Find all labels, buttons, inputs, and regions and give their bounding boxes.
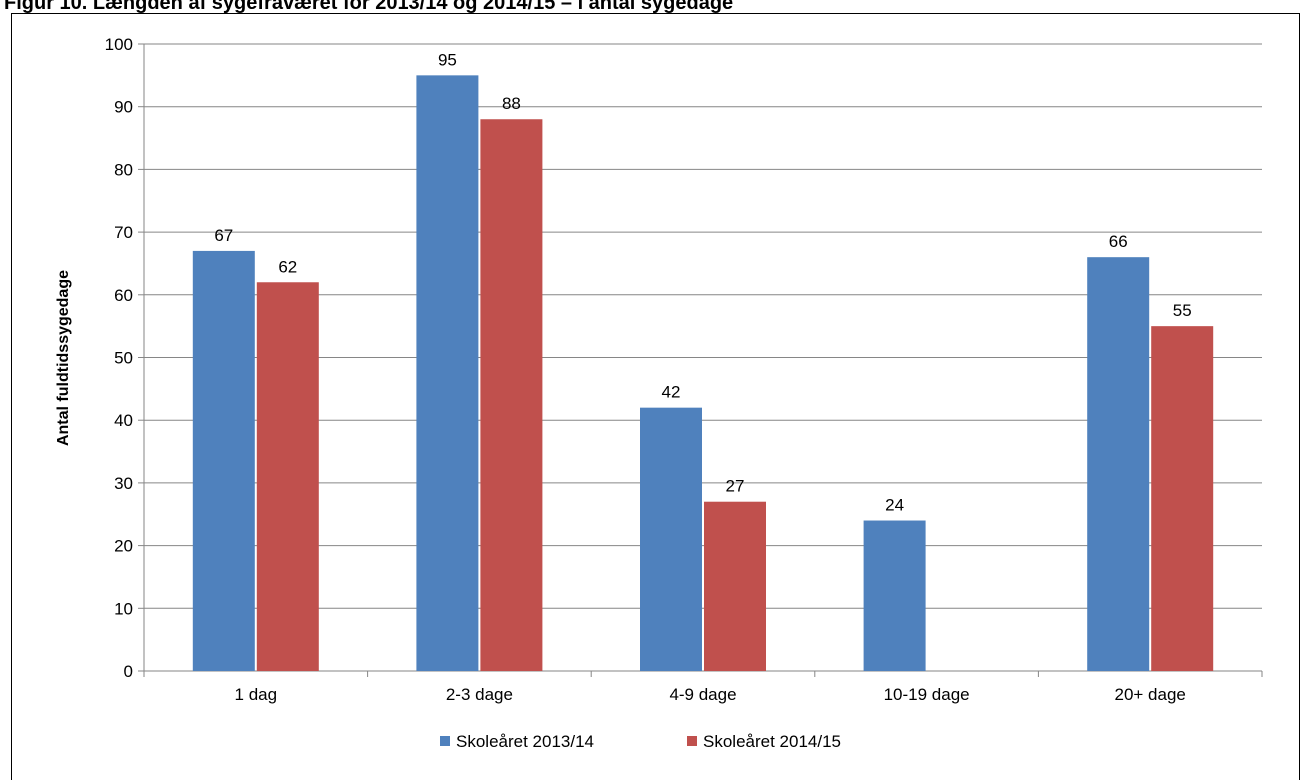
bar-1 bbox=[1087, 257, 1150, 671]
data-label: 27 bbox=[726, 477, 745, 496]
y-tick-label: 30 bbox=[114, 474, 133, 493]
data-label: 66 bbox=[1109, 232, 1128, 251]
data-label: 42 bbox=[662, 383, 681, 402]
data-label: 67 bbox=[214, 226, 233, 245]
axes: 0 10 20 30 40 50 60 70 80 90 100 1 dag 2-3 dage 4-9 d… bbox=[105, 35, 1263, 704]
y-tick-label: 50 bbox=[114, 349, 133, 368]
y-tick-label: 60 bbox=[114, 286, 133, 305]
y-tick-label: 20 bbox=[114, 537, 133, 556]
data-label: 24 bbox=[885, 496, 904, 515]
x-tick-label: 2-3 dage bbox=[446, 685, 513, 704]
gridlines bbox=[144, 43, 1262, 609]
data-label: 55 bbox=[1173, 301, 1192, 320]
bar-1 bbox=[192, 250, 255, 671]
y-tick-label: 70 bbox=[114, 223, 133, 242]
bar-1 bbox=[416, 75, 479, 672]
legend-swatch bbox=[440, 736, 450, 746]
x-tick-label: 20+ dage bbox=[1115, 685, 1186, 704]
legend-entry: Skoleåret 2013/14 bbox=[456, 732, 594, 751]
bar-2 bbox=[704, 501, 766, 671]
bar-2 bbox=[1151, 326, 1214, 671]
bars bbox=[192, 75, 1214, 672]
bar-1 bbox=[863, 520, 926, 671]
bar-2 bbox=[480, 119, 543, 672]
x-tick-label: 1 dag bbox=[235, 685, 278, 704]
y-axis-label: Antal fuldtidssygedage bbox=[55, 270, 72, 446]
y-tick-label: 80 bbox=[114, 160, 133, 179]
data-labels: 67 62 95 88 42 27 24 66 55 bbox=[214, 50, 1191, 514]
y-tick-label: 10 bbox=[114, 599, 133, 618]
y-tick-label: 90 bbox=[114, 98, 133, 117]
y-tick-label: 0 bbox=[124, 662, 133, 681]
y-tick-label: 100 bbox=[105, 35, 133, 54]
data-label: 88 bbox=[502, 94, 521, 113]
chart-frame bbox=[11, 13, 1300, 780]
legend-swatch bbox=[687, 736, 697, 746]
bar-1 bbox=[640, 407, 702, 671]
data-label: 62 bbox=[278, 257, 297, 276]
legend-entry: Skoleåret 2014/15 bbox=[703, 732, 841, 751]
legend: Skoleåret 2013/14 Skoleåret 2014/15 bbox=[440, 732, 841, 751]
x-tick-label: 4-9 dage bbox=[669, 685, 736, 704]
figure-caption: Figur 10. Længden af sygefraværet for 20… bbox=[4, 0, 734, 14]
bar-2 bbox=[256, 282, 319, 671]
x-tick-label: 10-19 dage bbox=[884, 685, 970, 704]
y-tick-label: 40 bbox=[114, 411, 133, 430]
data-label: 95 bbox=[438, 50, 457, 69]
